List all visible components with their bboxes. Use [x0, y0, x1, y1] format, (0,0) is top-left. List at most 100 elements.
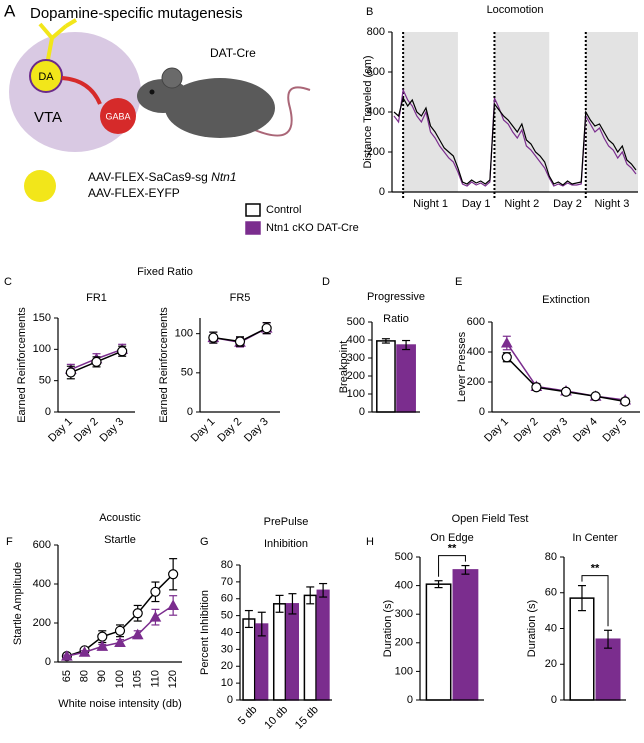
y-tick-label: 50 [39, 375, 51, 387]
x-tick-label: 65 [61, 670, 73, 682]
x-tick-label: 5 db [236, 704, 260, 728]
night-shade [494, 32, 550, 192]
panel-letter: B [366, 6, 373, 18]
marker [208, 332, 219, 343]
y-tick-label: 70 [221, 576, 233, 588]
panel-letter: C [4, 276, 12, 288]
y-axis-label: Breakpoint [338, 341, 350, 394]
y-tick-label: 20 [221, 660, 233, 672]
legend-label: Control [266, 204, 301, 216]
y-tick-label: 600 [467, 316, 485, 328]
vta-label: VTA [34, 109, 62, 126]
significance: ** [591, 563, 600, 575]
marker [117, 346, 128, 357]
y-tick-label: 0 [407, 694, 413, 706]
y-axis-label: Duration (s) [526, 600, 538, 657]
bar [425, 583, 452, 701]
y-tick-label: 100 [33, 343, 51, 355]
x-tick-label: Day 1 [482, 416, 511, 445]
y-tick-label: 300 [347, 352, 365, 364]
bar [396, 344, 416, 413]
vector-label: AAV-FLEX-SaCas9-sg Ntn1 [88, 170, 237, 184]
x-tick-label: Day 2 [72, 416, 101, 445]
mouse-eye [149, 89, 155, 95]
significance-bracket [438, 555, 466, 577]
chart-title: FR5 [230, 292, 251, 304]
x-tick-label: Day 3 [541, 416, 570, 445]
y-tick-label: 300 [395, 608, 413, 620]
y-axis-label: Lever Presses [456, 331, 468, 402]
y-tick-label: 100 [395, 665, 413, 677]
y-tick-label: 100 [175, 328, 193, 340]
panel-letter: A [4, 1, 16, 20]
marker [590, 391, 601, 402]
x-tick-label: Day 4 [571, 416, 600, 445]
chart-title: Extinction [542, 294, 590, 306]
night-shade [403, 32, 458, 192]
x-tick-label: 120 [167, 670, 179, 688]
chart-title: FR1 [86, 292, 107, 304]
significance: ** [448, 542, 457, 554]
mouse-tail [249, 86, 311, 137]
y-tick-label: 60 [221, 593, 233, 605]
chart-title: Progressive [367, 291, 425, 303]
y-tick-label: 200 [467, 376, 485, 388]
y-tick-label: 150 [33, 312, 51, 324]
legend-swatch [245, 221, 261, 235]
y-tick-label: 50 [181, 367, 193, 379]
y-tick-label: 50 [221, 610, 233, 622]
y-tick-label: 0 [45, 656, 51, 668]
x-tick-label: 10 db [262, 704, 290, 732]
marker [560, 386, 572, 397]
marker [65, 367, 76, 378]
strain-label: DAT-Cre [210, 46, 256, 60]
x-tick-label: 15 db [293, 704, 321, 732]
y-axis-label: Startle Amplitude [12, 562, 24, 645]
marker [501, 352, 512, 363]
legend-swatch [245, 203, 261, 217]
marker [61, 650, 73, 661]
x-tick-label: 90 [96, 670, 108, 682]
chart-title: Acoustic [99, 512, 141, 524]
x-tick-label: 80 [78, 670, 90, 682]
group-title: Fixed Ratio [137, 266, 193, 278]
y-axis-label: Percent Inhibition [199, 590, 211, 675]
marker [261, 323, 272, 334]
vector-name: AAV-FLEX-SaCas9-sg [88, 170, 208, 184]
x-tick-label: Day 2 [215, 416, 244, 445]
y-tick-label: 600 [33, 539, 51, 551]
y-tick-label: 400 [395, 580, 413, 592]
bar [285, 603, 300, 701]
x-tick-label: Day 2 [512, 416, 541, 445]
vector-label: AAV-FLEX-EYFP [88, 186, 180, 200]
marker [500, 336, 513, 348]
mouse-body [165, 78, 275, 138]
bar [242, 618, 256, 701]
gaba-label: GABA [105, 111, 130, 121]
significance-bracket [581, 575, 609, 627]
mouse-ear [161, 67, 183, 89]
marker [149, 611, 162, 622]
y-tick-label: 10 [221, 677, 233, 689]
series-line [393, 96, 637, 186]
x-tick-label: Day 1 [46, 416, 75, 445]
y-tick-label: 400 [347, 334, 365, 346]
marker [114, 625, 126, 636]
panel-letter: D [322, 276, 330, 288]
marker [96, 640, 109, 651]
chart-title: Ratio [383, 313, 409, 325]
period-label: Day 2 [553, 198, 582, 210]
y-tick-label: 0 [45, 406, 51, 418]
panel-letter: G [200, 536, 209, 548]
mouse-head [137, 79, 189, 113]
marker [234, 336, 246, 347]
y-tick-label: 200 [367, 146, 385, 158]
period-label: Night 2 [504, 198, 539, 210]
y-tick-label: 500 [347, 316, 365, 328]
marker [167, 599, 179, 610]
y-tick-label: 200 [347, 370, 365, 382]
y-tick-label: 200 [395, 637, 413, 649]
y-tick-label: 20 [545, 658, 557, 670]
y-tick-label: 200 [33, 617, 51, 629]
